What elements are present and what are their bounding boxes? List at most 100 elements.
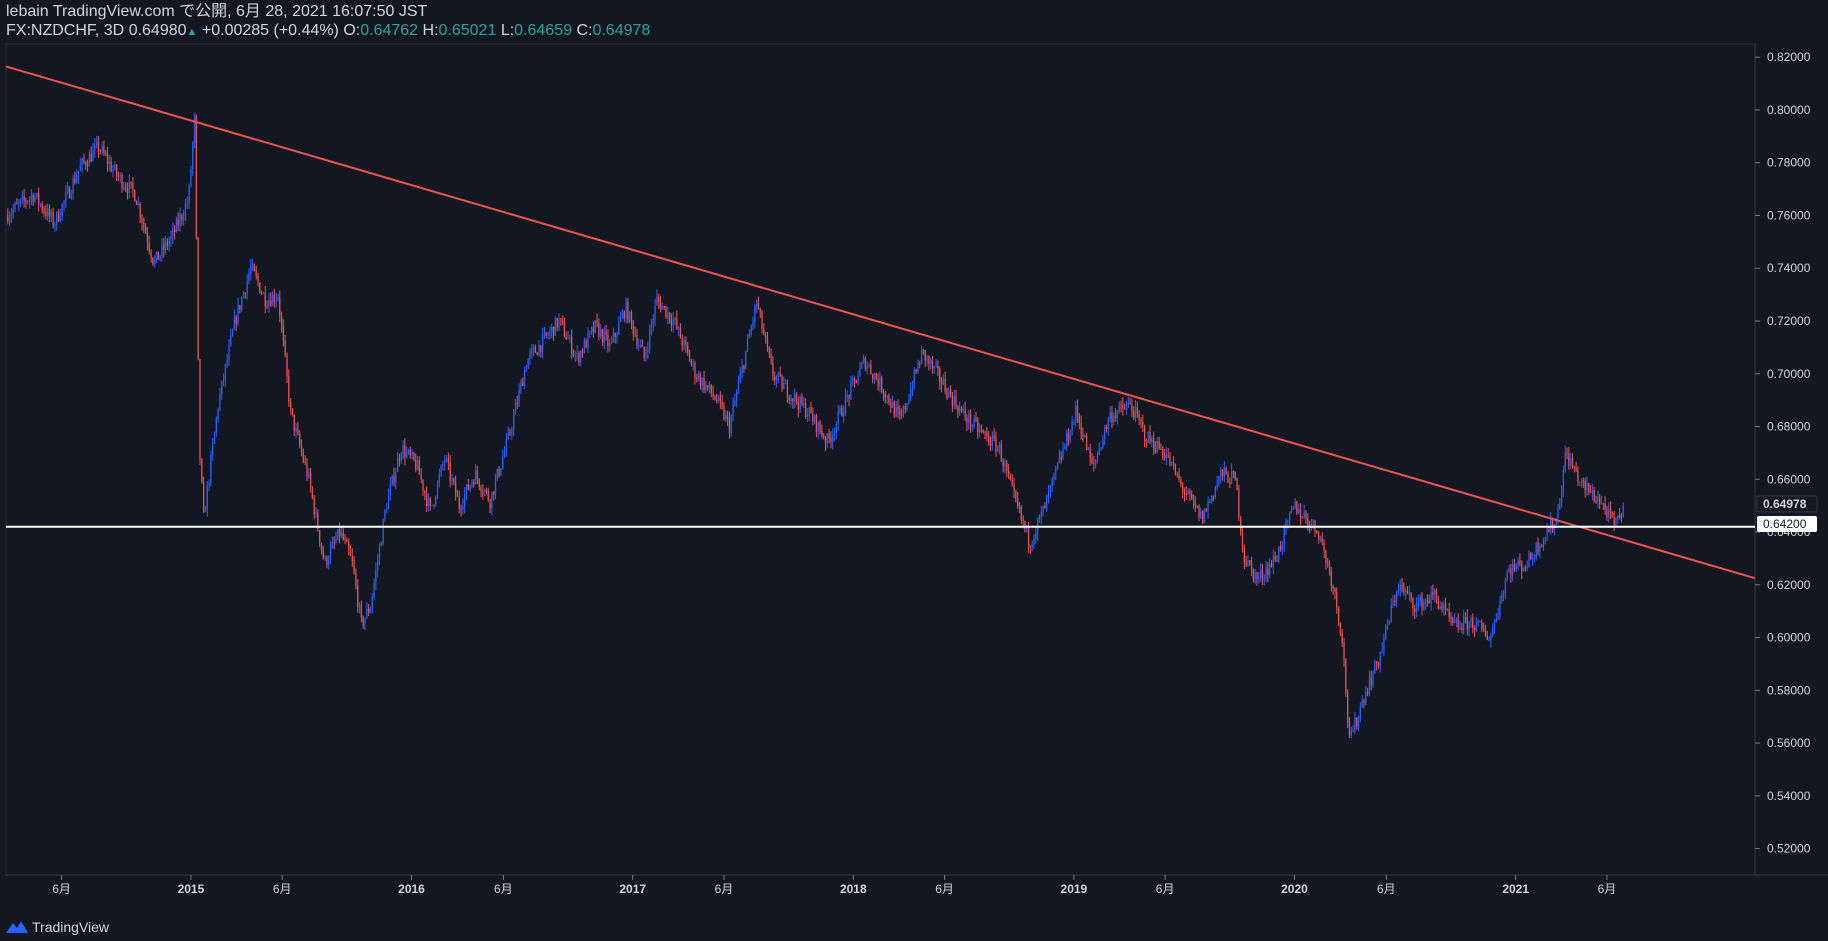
candle-body bbox=[406, 452, 408, 458]
candle-body bbox=[482, 491, 484, 493]
candle-body bbox=[201, 459, 203, 483]
candle-body bbox=[1296, 501, 1298, 514]
candle-body bbox=[850, 382, 852, 399]
candle-body bbox=[1250, 563, 1253, 569]
candle-body bbox=[1405, 591, 1407, 593]
candle-body bbox=[1584, 480, 1586, 491]
trendline[interactable] bbox=[5, 65, 1756, 580]
candle-body bbox=[1531, 558, 1534, 560]
price-axis[interactable]: 0.82000 0.80000 0.78000 0.76000 0.74000 0.720… bbox=[1755, 50, 1811, 856]
candle-body bbox=[1310, 523, 1313, 528]
candle-body bbox=[955, 396, 957, 407]
plot-frame bbox=[5, 43, 1756, 876]
candle-body bbox=[491, 491, 493, 509]
level-price-tag-text: 0.64200 bbox=[1763, 517, 1807, 531]
symbol-label[interactable]: FX:NZDCHF, 3D bbox=[6, 22, 125, 39]
candle-body bbox=[1334, 588, 1336, 592]
candle-body bbox=[687, 345, 689, 353]
price-tick-label: 0.66000 bbox=[1767, 472, 1811, 486]
candle-body bbox=[1452, 618, 1454, 624]
candle-body bbox=[1187, 490, 1189, 495]
candle-body bbox=[1448, 608, 1450, 617]
candle-body bbox=[1497, 615, 1499, 619]
candle-body bbox=[362, 617, 364, 626]
candle-body bbox=[115, 165, 118, 176]
candle-body bbox=[65, 192, 67, 201]
brand-footer[interactable]: TradingView bbox=[6, 919, 109, 935]
candle-body bbox=[150, 250, 152, 258]
candle-body bbox=[333, 542, 335, 544]
candle-body bbox=[632, 321, 634, 335]
candle-body bbox=[1183, 491, 1186, 494]
candle-body bbox=[371, 596, 373, 609]
candle-body bbox=[1104, 427, 1106, 439]
candle-body bbox=[86, 165, 89, 167]
candle-body bbox=[1510, 568, 1512, 576]
candle-body bbox=[1154, 448, 1157, 453]
candle-body bbox=[1325, 550, 1327, 563]
candle-body bbox=[121, 174, 123, 189]
candle-body bbox=[939, 368, 941, 382]
candle-body bbox=[1220, 469, 1222, 477]
candle-body bbox=[1566, 453, 1568, 455]
candle-body bbox=[1017, 498, 1019, 507]
candle-body bbox=[899, 410, 901, 415]
candle-body bbox=[792, 397, 794, 401]
candle-body bbox=[97, 141, 100, 151]
candle-body bbox=[404, 445, 406, 458]
candle-body bbox=[190, 169, 192, 186]
candle-body bbox=[1089, 448, 1091, 459]
candle-body bbox=[231, 329, 234, 336]
candle-body bbox=[128, 181, 130, 194]
price-change: +0.00285 (+0.44%) bbox=[201, 22, 339, 39]
candle-body bbox=[828, 433, 830, 439]
candle-body bbox=[1234, 472, 1236, 479]
candle-body bbox=[1156, 440, 1158, 453]
candle-body bbox=[525, 368, 527, 371]
candle-body bbox=[991, 435, 993, 446]
high-label: H: bbox=[422, 22, 439, 39]
candle-body bbox=[1318, 533, 1320, 540]
candle-body bbox=[134, 190, 136, 202]
candle-body bbox=[884, 394, 886, 398]
candle-body bbox=[1033, 538, 1035, 545]
candle-body bbox=[1080, 423, 1082, 435]
candle-body bbox=[70, 194, 72, 199]
candle-body bbox=[661, 306, 663, 310]
candle-body bbox=[1105, 427, 1108, 429]
candle-body bbox=[1276, 560, 1278, 562]
candle-body bbox=[529, 352, 531, 359]
candle-body bbox=[1180, 479, 1182, 485]
candle-body bbox=[1020, 507, 1022, 519]
candle-body bbox=[157, 251, 159, 260]
candle-body bbox=[1472, 617, 1474, 629]
candle-body bbox=[1307, 518, 1309, 526]
candle-body bbox=[1142, 421, 1144, 427]
candle-body bbox=[1133, 410, 1135, 419]
candle-body bbox=[1562, 469, 1565, 491]
candle-body bbox=[765, 334, 767, 338]
candle-body bbox=[1383, 638, 1385, 650]
candle-body bbox=[913, 369, 915, 389]
candle-body bbox=[1122, 404, 1124, 409]
candle-body bbox=[534, 347, 537, 353]
candle-body bbox=[68, 187, 71, 199]
candle-body bbox=[1269, 563, 1271, 575]
candle-body bbox=[643, 346, 645, 358]
candle-body bbox=[781, 375, 783, 390]
candle-body bbox=[1580, 480, 1583, 483]
candle-body bbox=[1290, 509, 1293, 513]
candle-body bbox=[455, 481, 457, 495]
time-axis[interactable]: 6月 2015 6月 2016 6月 2017 6月 2018 6月 2019 6月 2020 6月 20… bbox=[52, 875, 1616, 896]
candle-body bbox=[946, 391, 948, 398]
candle-body bbox=[902, 406, 905, 416]
candle-body bbox=[1595, 500, 1597, 502]
candle-body bbox=[1145, 440, 1148, 443]
candle-body bbox=[14, 203, 16, 210]
candle-body bbox=[1321, 538, 1323, 543]
candle-body bbox=[759, 308, 761, 312]
candle-body bbox=[574, 353, 576, 355]
candle-body bbox=[998, 444, 1001, 448]
candle-body bbox=[342, 531, 344, 540]
